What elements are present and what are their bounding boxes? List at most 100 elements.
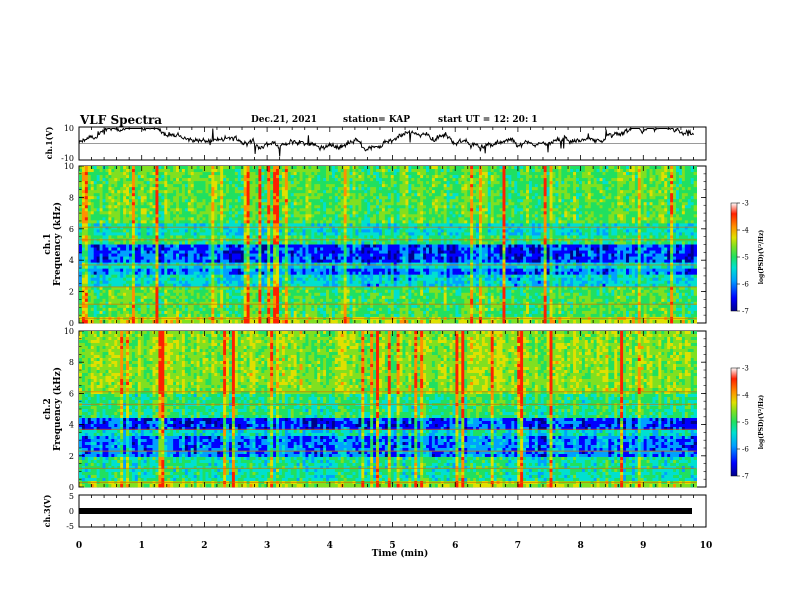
spectrogram-cell bbox=[123, 232, 127, 236]
spectrogram-cell bbox=[678, 232, 683, 236]
spectrogram-cell bbox=[370, 205, 374, 209]
spectrogram-cell bbox=[655, 184, 659, 188]
spectrogram-cell bbox=[305, 217, 309, 221]
spectrogram-cell bbox=[555, 196, 559, 200]
spectrogram-cell bbox=[693, 208, 697, 212]
spectrogram-cell bbox=[173, 193, 177, 197]
spectrogram-cell bbox=[643, 223, 647, 227]
spectrogram-cell bbox=[355, 202, 359, 206]
spectrogram-cell bbox=[455, 217, 459, 221]
spectrogram-cell bbox=[164, 199, 168, 203]
spectrogram-cell bbox=[246, 199, 250, 203]
spectrogram-cell bbox=[520, 205, 524, 209]
spectrogram-cell bbox=[414, 184, 418, 188]
spectrogram-cell bbox=[158, 202, 162, 206]
spectrogram-cell bbox=[423, 187, 427, 191]
spectrogram-cell bbox=[84, 199, 89, 203]
spectrogram-cell bbox=[490, 202, 495, 206]
spectrogram-cell bbox=[546, 187, 550, 191]
spectrogram-cell bbox=[458, 214, 462, 218]
spectrogram-cell bbox=[167, 187, 171, 191]
spectrogram-cell bbox=[314, 232, 318, 236]
spectrogram-cell bbox=[161, 214, 165, 218]
spectrogram-cell bbox=[534, 214, 539, 218]
spectrogram-cell bbox=[302, 193, 306, 197]
spectrogram-cell bbox=[581, 178, 586, 182]
spectrogram-cell bbox=[643, 211, 647, 215]
spectrogram-cell bbox=[581, 187, 586, 191]
spectrogram-cell bbox=[234, 181, 239, 185]
spectrogram-cell bbox=[302, 211, 306, 215]
spectrogram-cell bbox=[464, 214, 468, 218]
spectrogram-cell bbox=[543, 229, 548, 233]
spectrogram-cell bbox=[658, 184, 662, 188]
spectrogram-cell bbox=[96, 217, 100, 221]
spectrogram-cell bbox=[599, 229, 603, 233]
spectrogram-cell bbox=[396, 223, 400, 227]
spectrogram-cell bbox=[231, 169, 236, 173]
spectrogram-cell bbox=[661, 214, 665, 218]
spectrogram-cell bbox=[155, 187, 159, 191]
spectrogram-cell bbox=[552, 193, 556, 197]
spectrogram-cell bbox=[131, 184, 136, 188]
spectrogram-cell bbox=[564, 226, 568, 230]
spectrogram-cell bbox=[299, 175, 303, 179]
spectrogram-cell bbox=[273, 211, 277, 215]
spectrogram-cell bbox=[673, 178, 677, 182]
spectrogram-cell bbox=[640, 175, 645, 179]
spectrogram-cell bbox=[661, 205, 665, 209]
spectrogram-cell bbox=[164, 172, 168, 176]
spectrogram-cell bbox=[352, 199, 356, 203]
spectrogram-cell bbox=[393, 229, 398, 233]
spectrogram-cell bbox=[99, 235, 103, 239]
spectrogram-cell bbox=[543, 223, 548, 227]
spectrogram-cell bbox=[281, 211, 286, 215]
spectrogram-cell bbox=[578, 202, 583, 206]
spectrogram-cell bbox=[581, 175, 586, 179]
spectrogram-cell bbox=[399, 169, 403, 173]
spectrogram-cell bbox=[190, 226, 195, 230]
spectrogram-cell bbox=[602, 232, 606, 236]
spectrogram-cell bbox=[578, 184, 583, 188]
spectrogram-cell bbox=[123, 235, 127, 239]
spectrogram-cell bbox=[234, 190, 239, 194]
spectrogram-cell bbox=[349, 169, 353, 173]
spectrogram-cell bbox=[314, 205, 318, 209]
spectrogram-cell bbox=[146, 214, 150, 218]
spectrogram-cell bbox=[243, 232, 248, 236]
spectrogram-cell bbox=[376, 226, 380, 230]
spectrogram-cell bbox=[170, 169, 174, 173]
spectrogram-cell bbox=[417, 208, 421, 212]
spectrogram-cell bbox=[581, 220, 586, 224]
spectrogram-cell bbox=[276, 196, 280, 200]
spectrogram-cell bbox=[611, 229, 615, 233]
spectrogram-cell bbox=[208, 190, 212, 194]
spectrogram-cell bbox=[146, 220, 150, 224]
spectrogram-cell bbox=[270, 232, 274, 236]
spectrogram-cell bbox=[164, 226, 168, 230]
spectrogram-cell bbox=[437, 187, 442, 191]
spectrogram-cell bbox=[314, 196, 318, 200]
spectrogram-cell bbox=[402, 172, 406, 176]
spectrogram-cell bbox=[205, 217, 209, 221]
spectrogram-cell bbox=[584, 184, 589, 188]
spectrogram-cell bbox=[331, 169, 336, 173]
spectrogram-cell bbox=[476, 166, 480, 170]
spectrogram-cell bbox=[228, 220, 233, 224]
spectrogram-cell bbox=[664, 205, 668, 209]
spectrogram-cell bbox=[355, 166, 359, 170]
spectrogram-cell bbox=[258, 178, 262, 182]
spectrogram-cell bbox=[408, 190, 412, 194]
spectrogram-cell bbox=[581, 232, 586, 236]
spectrogram-cell bbox=[270, 220, 274, 224]
spectrogram-cell bbox=[290, 181, 295, 185]
spectrogram-cell bbox=[129, 211, 133, 215]
spectrogram-cell bbox=[355, 208, 359, 212]
spectrogram-cell bbox=[217, 199, 221, 203]
spectrogram-cell bbox=[526, 166, 530, 170]
spectrogram-cell bbox=[155, 223, 159, 227]
spectrogram-cell bbox=[258, 172, 262, 176]
spectrogram-cell bbox=[134, 178, 139, 182]
spectrogram-cell bbox=[646, 205, 650, 209]
spectrogram-cell bbox=[540, 223, 545, 227]
